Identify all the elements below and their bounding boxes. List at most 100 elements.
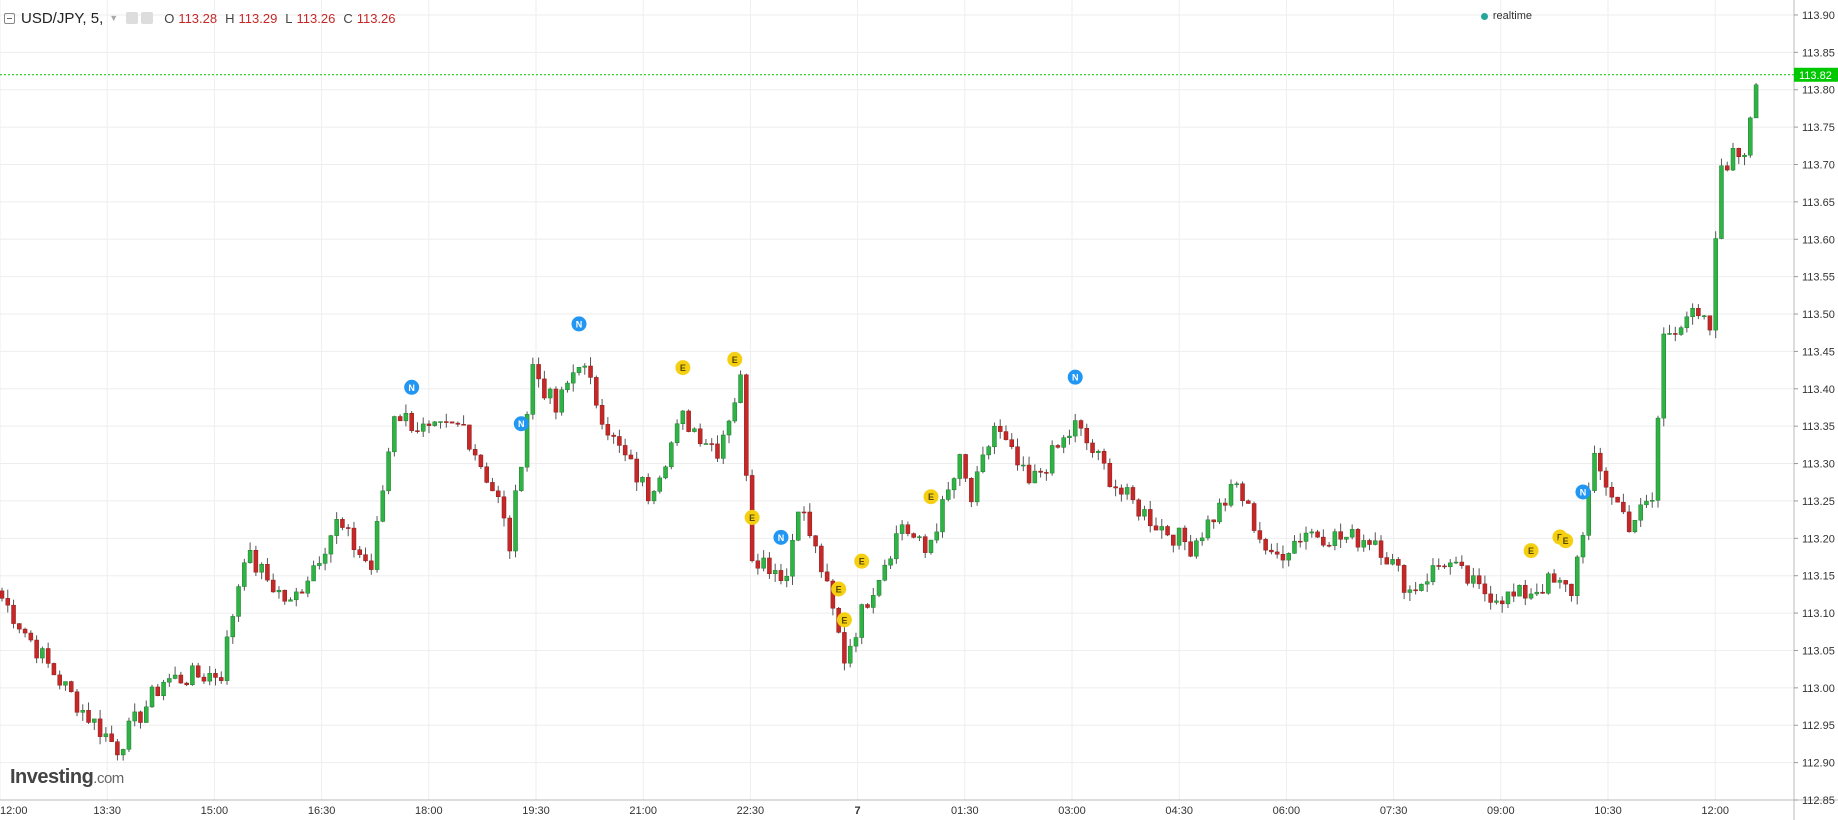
candle: [1540, 591, 1545, 594]
candle: [1361, 540, 1366, 548]
candle: [542, 378, 547, 399]
candle: [467, 424, 472, 450]
candle: [588, 365, 593, 378]
close-label: C: [343, 10, 353, 26]
candle: [1609, 486, 1615, 498]
candle: [772, 570, 778, 575]
candle: [1240, 483, 1245, 502]
x-tick-label: 15:00: [201, 805, 229, 817]
candle: [582, 365, 588, 368]
candle: [767, 557, 772, 575]
event-marker-label: E: [749, 513, 755, 523]
candle: [1476, 575, 1482, 585]
candle: [1621, 501, 1626, 513]
y-tick-label: 113.40: [1802, 384, 1835, 396]
candle: [888, 558, 893, 566]
event-marker-label: N: [408, 383, 415, 393]
candle: [599, 405, 605, 425]
candle: [167, 678, 172, 683]
candle: [1684, 316, 1690, 328]
news-marker-icon: [513, 416, 529, 432]
candle: [536, 364, 541, 380]
candle: [270, 579, 276, 593]
candle: [1119, 487, 1124, 495]
candle: [801, 511, 807, 514]
candle: [138, 711, 143, 723]
settings-icon[interactable]: [126, 12, 139, 24]
candle: [570, 372, 576, 384]
candle: [553, 388, 559, 413]
chevron-down-icon[interactable]: ▼: [109, 13, 119, 23]
candles: [0, 82, 1759, 761]
y-tick-label: 113.45: [1802, 346, 1835, 358]
candle: [5, 598, 11, 606]
candle: [432, 421, 437, 426]
candle: [876, 579, 882, 596]
candle: [219, 677, 224, 681]
candle: [709, 443, 714, 445]
candle: [1072, 420, 1078, 437]
logo-domain: .com: [93, 770, 124, 787]
candle: [721, 434, 726, 459]
candle: [1424, 581, 1430, 585]
candle: [1298, 540, 1303, 543]
candle: [1632, 519, 1638, 533]
candle: [207, 673, 212, 682]
candle: [1113, 486, 1118, 489]
candle: [1442, 565, 1447, 568]
candle: [230, 616, 236, 638]
candle: [461, 424, 466, 426]
gear-icon[interactable]: [141, 12, 154, 24]
candle: [1021, 464, 1026, 467]
candle: [1638, 504, 1643, 521]
candle: [1673, 333, 1678, 335]
candle: [340, 519, 345, 528]
candle: [778, 570, 784, 581]
candle: [1246, 500, 1251, 504]
candle: [605, 424, 611, 436]
candle: [1719, 165, 1724, 239]
candle: [1615, 496, 1620, 503]
candle: [559, 389, 564, 413]
candle: [1453, 561, 1459, 564]
candle: [420, 423, 426, 432]
candle: [1523, 584, 1528, 599]
chart-legend: USD/JPY, 5, ▼ O 113.28 H 113.29 L 113.26…: [4, 8, 396, 28]
candle: [1551, 573, 1557, 583]
candle: [1373, 540, 1378, 545]
candle: [80, 710, 86, 713]
candle: [1407, 589, 1413, 593]
logo-brand: Investing: [10, 766, 94, 788]
candle: [645, 477, 651, 502]
candle: [1309, 531, 1315, 534]
x-tick-label: 07:30: [1380, 805, 1408, 817]
y-tick-label: 113.65: [1802, 197, 1835, 209]
candle: [409, 412, 414, 431]
candle: [1471, 575, 1476, 584]
candle: [565, 382, 570, 391]
collapse-icon[interactable]: [4, 12, 15, 24]
candle: [92, 718, 97, 723]
candle: [1257, 530, 1263, 540]
x-tick-label: 19:30: [522, 805, 550, 817]
candle: [738, 374, 743, 403]
symbol-label[interactable]: USD/JPY, 5,: [21, 9, 104, 27]
y-tick-label: 112.95: [1802, 720, 1835, 732]
candle: [744, 374, 749, 476]
candle: [380, 490, 386, 522]
event-marker-label: E: [859, 557, 865, 567]
candle: [686, 410, 691, 432]
candle: [253, 550, 259, 573]
candle: [813, 535, 818, 547]
candle: [1015, 446, 1020, 466]
y-tick-label: 113.60: [1802, 234, 1835, 246]
news-marker-icon: [571, 316, 587, 332]
candle: [490, 482, 495, 492]
y-tick-label: 113.10: [1802, 608, 1835, 620]
candle: [703, 443, 709, 445]
open-value: 113.28: [178, 10, 218, 26]
candle: [1286, 553, 1291, 561]
candle: [1159, 526, 1165, 531]
candle: [1626, 511, 1632, 533]
